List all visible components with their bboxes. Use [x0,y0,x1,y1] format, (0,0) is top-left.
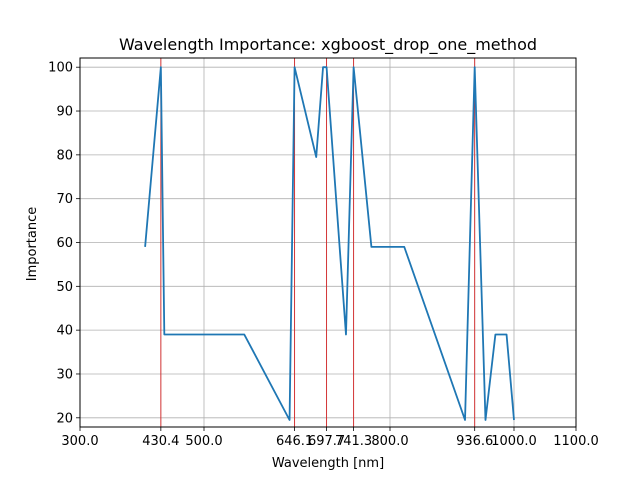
x-tick-label: 430.4 [142,434,179,449]
y-tick-label: 90 [56,105,73,120]
x-tick-label: 1000.0 [491,434,537,449]
y-tick-label: 30 [56,367,73,382]
x-tick-label: 1100.0 [553,434,599,449]
y-tick-label: 20 [56,411,73,426]
x-tick-label: 697.7 [308,434,345,449]
y-axis-ticks: 20 30 40 50 60 70 80 90 100 [48,61,80,426]
series-line [144,66,515,421]
y-axis-label: Importance [25,207,40,282]
y-tick-label: 80 [56,148,73,163]
x-tick-label: 500.0 [185,434,222,449]
x-tick-label: 800.0 [371,434,408,449]
series-layer [144,66,515,421]
chart-title: Wavelength Importance: xgboost_drop_one_… [119,35,537,55]
y-tick-label: 40 [56,324,73,339]
y-tick-label: 70 [56,192,73,207]
y-tick-label: 100 [48,61,73,76]
y-tick-label: 50 [56,280,73,295]
x-axis-label: Wavelength [nm] [272,456,384,471]
x-tick-label: 741.3 [335,434,372,449]
x-tick-label: 646.1 [276,434,313,449]
x-tick-label: 936.6 [456,434,493,449]
y-tick-label: 60 [56,236,73,251]
x-tick-label: 300.0 [61,434,98,449]
